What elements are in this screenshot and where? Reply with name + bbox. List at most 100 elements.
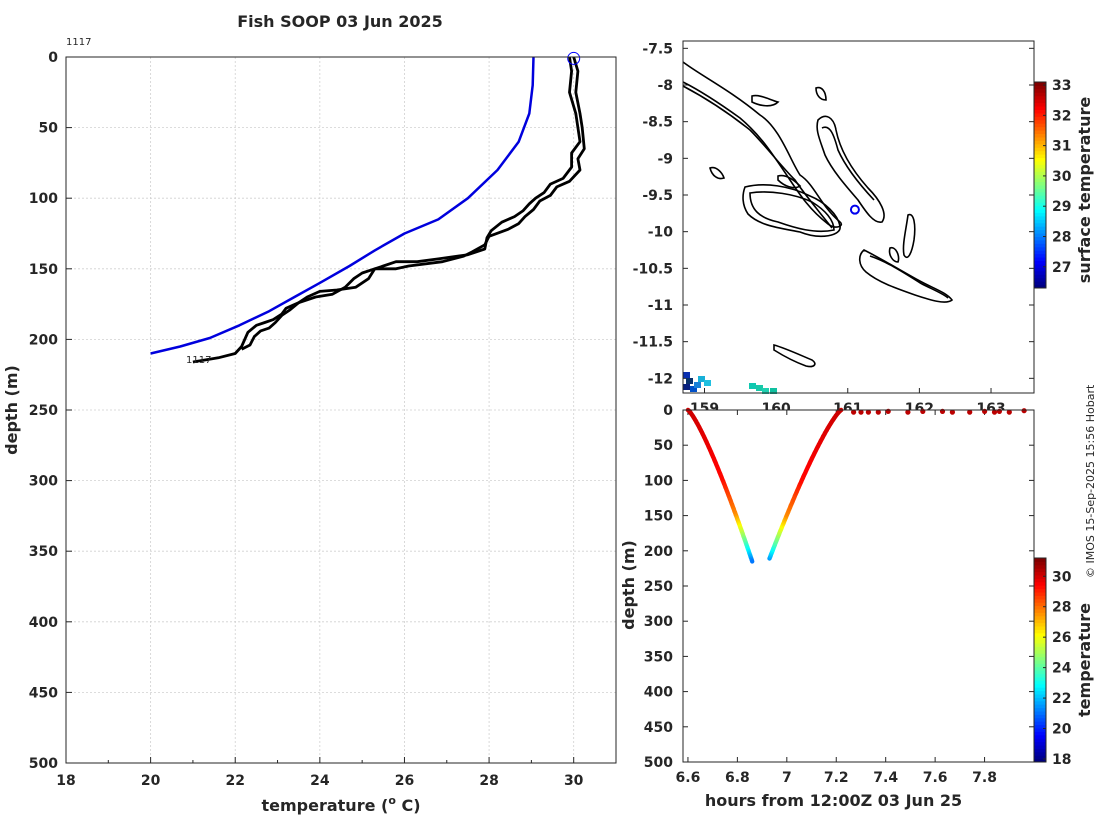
colorbar-segment xyxy=(1034,728,1046,732)
colorbar-segment xyxy=(1034,588,1046,593)
colorbar-segment xyxy=(1034,758,1046,763)
temperature-profile-panel: 18 20 22 24 26 28 3005010015020025030035040045… xyxy=(2,37,617,815)
island-coastline xyxy=(902,213,916,259)
colorbar-segment xyxy=(1034,755,1046,760)
island-coastline xyxy=(773,343,816,368)
surface-sample xyxy=(858,409,864,415)
surface-sample xyxy=(1006,409,1012,415)
colorbar-tick-label: 18 xyxy=(1052,752,1071,768)
colorbar-segment xyxy=(1034,123,1046,128)
x-tick-label: 7 xyxy=(782,770,792,786)
surface-sample xyxy=(949,409,956,415)
colorbar-segment xyxy=(1034,178,1046,183)
colorbar-segment xyxy=(1034,636,1046,641)
imos-credit: © IMOS 15-Sep-2025 15:56 Hobart xyxy=(1084,384,1097,578)
colorbar-tick-label: 28 xyxy=(1052,600,1071,616)
colorbar-segment xyxy=(1034,143,1046,148)
y-tick-label: 300 xyxy=(29,474,58,490)
colorbar-segment xyxy=(1034,130,1046,134)
colorbar-tick-label: 24 xyxy=(1052,661,1072,677)
island-coastline xyxy=(777,174,802,189)
colorbar-segment xyxy=(1034,85,1046,90)
colorbar-tick-label: 26 xyxy=(1052,630,1071,646)
colorbar-segment xyxy=(1034,564,1046,569)
x-tick-label: 18 xyxy=(56,773,75,789)
colorbar-segment xyxy=(1034,558,1046,562)
x-tick-label: 7.8 xyxy=(972,770,997,786)
colorbar-label: temperature xyxy=(1075,603,1094,717)
colorbar-segment xyxy=(1034,734,1046,739)
colorbar-segment xyxy=(1034,167,1046,172)
y-axis-label: depth (m) xyxy=(619,540,638,630)
colorbar-segment xyxy=(1034,188,1046,193)
colorbar-segment xyxy=(1034,140,1046,145)
colorbar-segment xyxy=(1034,112,1046,117)
y-tick-label: 250 xyxy=(29,403,58,419)
colorbar-segment xyxy=(1034,277,1046,282)
island-coastline xyxy=(888,246,900,263)
y-axis-label: depth (m) xyxy=(2,365,21,455)
colorbar-tick-label: 32 xyxy=(1052,108,1071,124)
colorbar-segment xyxy=(1034,109,1046,114)
colorbar-segment xyxy=(1034,253,1046,258)
colorbar-segment xyxy=(1034,198,1046,203)
map-y-tick-label: -12 xyxy=(648,371,673,387)
colorbar-segment xyxy=(1034,622,1046,627)
descent-sample xyxy=(750,559,755,564)
colorbar-segment xyxy=(1034,687,1046,692)
colorbar-segment xyxy=(1034,243,1046,248)
colorbar-segment xyxy=(1034,697,1046,702)
map-y-tick-label: -7.5 xyxy=(642,41,673,57)
colorbar-segment xyxy=(1034,748,1046,753)
y-tick-label: 150 xyxy=(29,262,58,278)
temperature-cell xyxy=(756,385,763,391)
colorbar-segment xyxy=(1034,119,1046,124)
colorbar-segment xyxy=(1034,229,1046,234)
y-tick-label: 200 xyxy=(29,332,58,348)
colorbar-segment xyxy=(1034,700,1046,705)
colorbar-tick-label: 29 xyxy=(1052,199,1071,215)
colorbar-tick-label: 31 xyxy=(1052,139,1071,155)
colorbar-segment xyxy=(1034,257,1046,262)
x-axis-label: temperature (o C) xyxy=(261,794,420,815)
colorbar-segment xyxy=(1034,284,1046,289)
colorbar-segment xyxy=(1034,714,1046,719)
colorbar-segment xyxy=(1034,711,1046,715)
colorbar-segment xyxy=(1034,632,1046,637)
colorbar-segment xyxy=(1034,136,1046,141)
series-profile-lower xyxy=(192,56,582,364)
plot-area xyxy=(683,410,1034,762)
colorbar-segment xyxy=(1034,707,1046,712)
y-tick-label: 350 xyxy=(29,544,58,560)
colorbar-segment xyxy=(1034,592,1046,596)
x-tick-label: 7.4 xyxy=(873,770,898,786)
y-tick-label: 400 xyxy=(29,615,58,631)
colorbar-segment xyxy=(1034,680,1046,685)
map-y-tick-label: -10 xyxy=(648,225,674,241)
colorbar-tick-label: 20 xyxy=(1052,722,1072,738)
colorbar-segment xyxy=(1034,643,1046,647)
y-tick-label: 50 xyxy=(654,438,674,454)
x-tick-label: 7.6 xyxy=(923,770,948,786)
temperature-cell xyxy=(749,383,756,389)
colorbar-segment xyxy=(1034,250,1046,255)
colorbar-segment xyxy=(1034,209,1046,213)
colorbar-segment xyxy=(1034,626,1046,630)
y-tick-label: 400 xyxy=(644,685,673,701)
colorbar-segment xyxy=(1034,745,1046,749)
surface-sample xyxy=(991,409,998,415)
colorbar-segment xyxy=(1034,126,1046,131)
colorbar-segment xyxy=(1034,102,1046,107)
colorbar-segment xyxy=(1034,724,1046,729)
surface-sample xyxy=(967,409,973,415)
x-tick-label: 30 xyxy=(564,773,584,789)
colorbar-segment xyxy=(1034,281,1046,286)
colorbar-segment xyxy=(1034,160,1046,165)
colorbar-segment xyxy=(1034,88,1046,93)
surface-sample xyxy=(865,409,872,415)
y-tick-label: 150 xyxy=(644,509,673,525)
map-y-tick-label: -8.5 xyxy=(642,115,673,131)
colorbar-segment xyxy=(1034,185,1046,189)
x-tick-label: 24 xyxy=(310,773,330,789)
series-climatology xyxy=(150,56,535,355)
